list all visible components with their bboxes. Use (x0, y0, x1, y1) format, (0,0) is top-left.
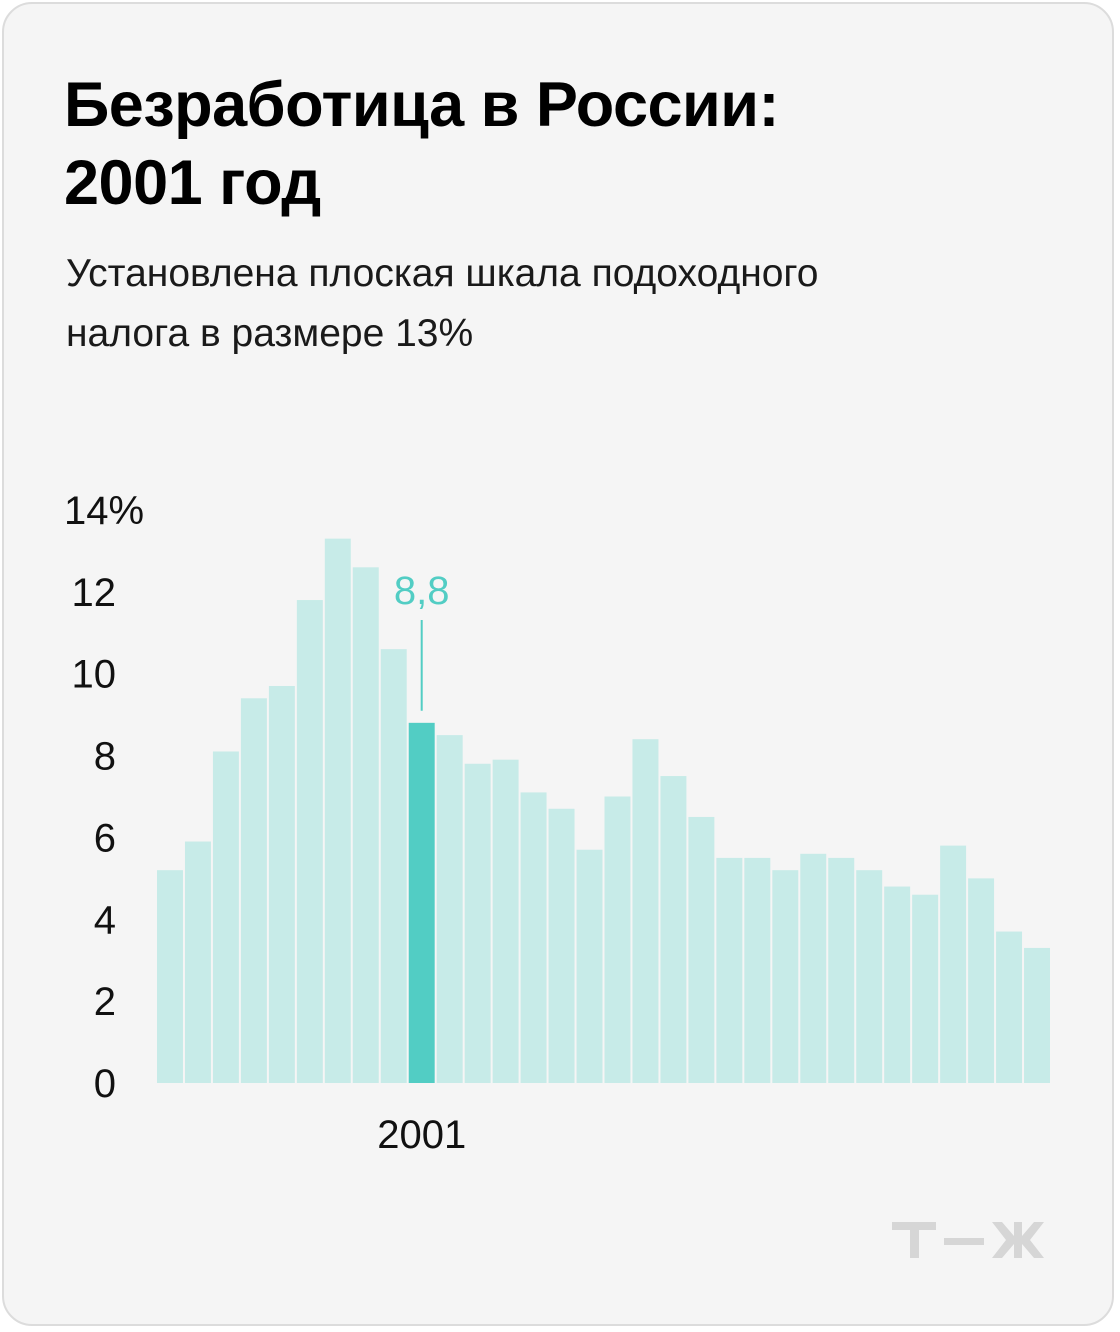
bar-highlight (408, 722, 435, 1083)
bar (632, 739, 659, 1083)
bar (856, 870, 883, 1083)
bar (436, 735, 463, 1083)
bar (268, 685, 295, 1083)
chart-subtitle: Установлена плоская шкала подоходного на… (66, 252, 819, 355)
bar (688, 816, 715, 1083)
bar (1024, 947, 1050, 1083)
bar (212, 751, 239, 1083)
bar (940, 845, 967, 1083)
tzh-logo-icon (892, 1222, 1044, 1258)
bar (884, 886, 911, 1083)
y-tick-label: 12 (72, 571, 117, 615)
annotation-label: 8,8 (394, 569, 450, 613)
y-tick-label: 8 (94, 735, 116, 779)
bar (828, 857, 855, 1083)
y-tick-label: 14% (64, 489, 144, 533)
bar (576, 849, 603, 1083)
chart-title: Безработица в России: 2001 год (64, 70, 779, 218)
bar (772, 870, 799, 1083)
bar (548, 808, 575, 1083)
bar (968, 878, 995, 1083)
y-tick-label: 10 (72, 653, 117, 697)
x-tick-label: 2001 (377, 1113, 466, 1157)
bar (324, 538, 351, 1083)
bar (380, 649, 407, 1083)
bar (912, 894, 939, 1083)
bar (604, 796, 631, 1083)
bar (492, 759, 519, 1083)
bar (157, 870, 183, 1083)
y-tick-label: 0 (94, 1062, 116, 1106)
bar (744, 857, 771, 1083)
bar (520, 792, 547, 1083)
bar (716, 857, 743, 1083)
bar (240, 698, 267, 1083)
bar (800, 853, 827, 1083)
y-tick-label: 6 (94, 816, 116, 860)
y-tick-label: 2 (94, 980, 116, 1024)
y-tick-label: 4 (94, 898, 116, 942)
bar (352, 567, 379, 1083)
bar (464, 763, 491, 1083)
bar (296, 600, 323, 1083)
bar (996, 931, 1023, 1083)
bar (660, 776, 687, 1083)
bar (184, 841, 211, 1083)
